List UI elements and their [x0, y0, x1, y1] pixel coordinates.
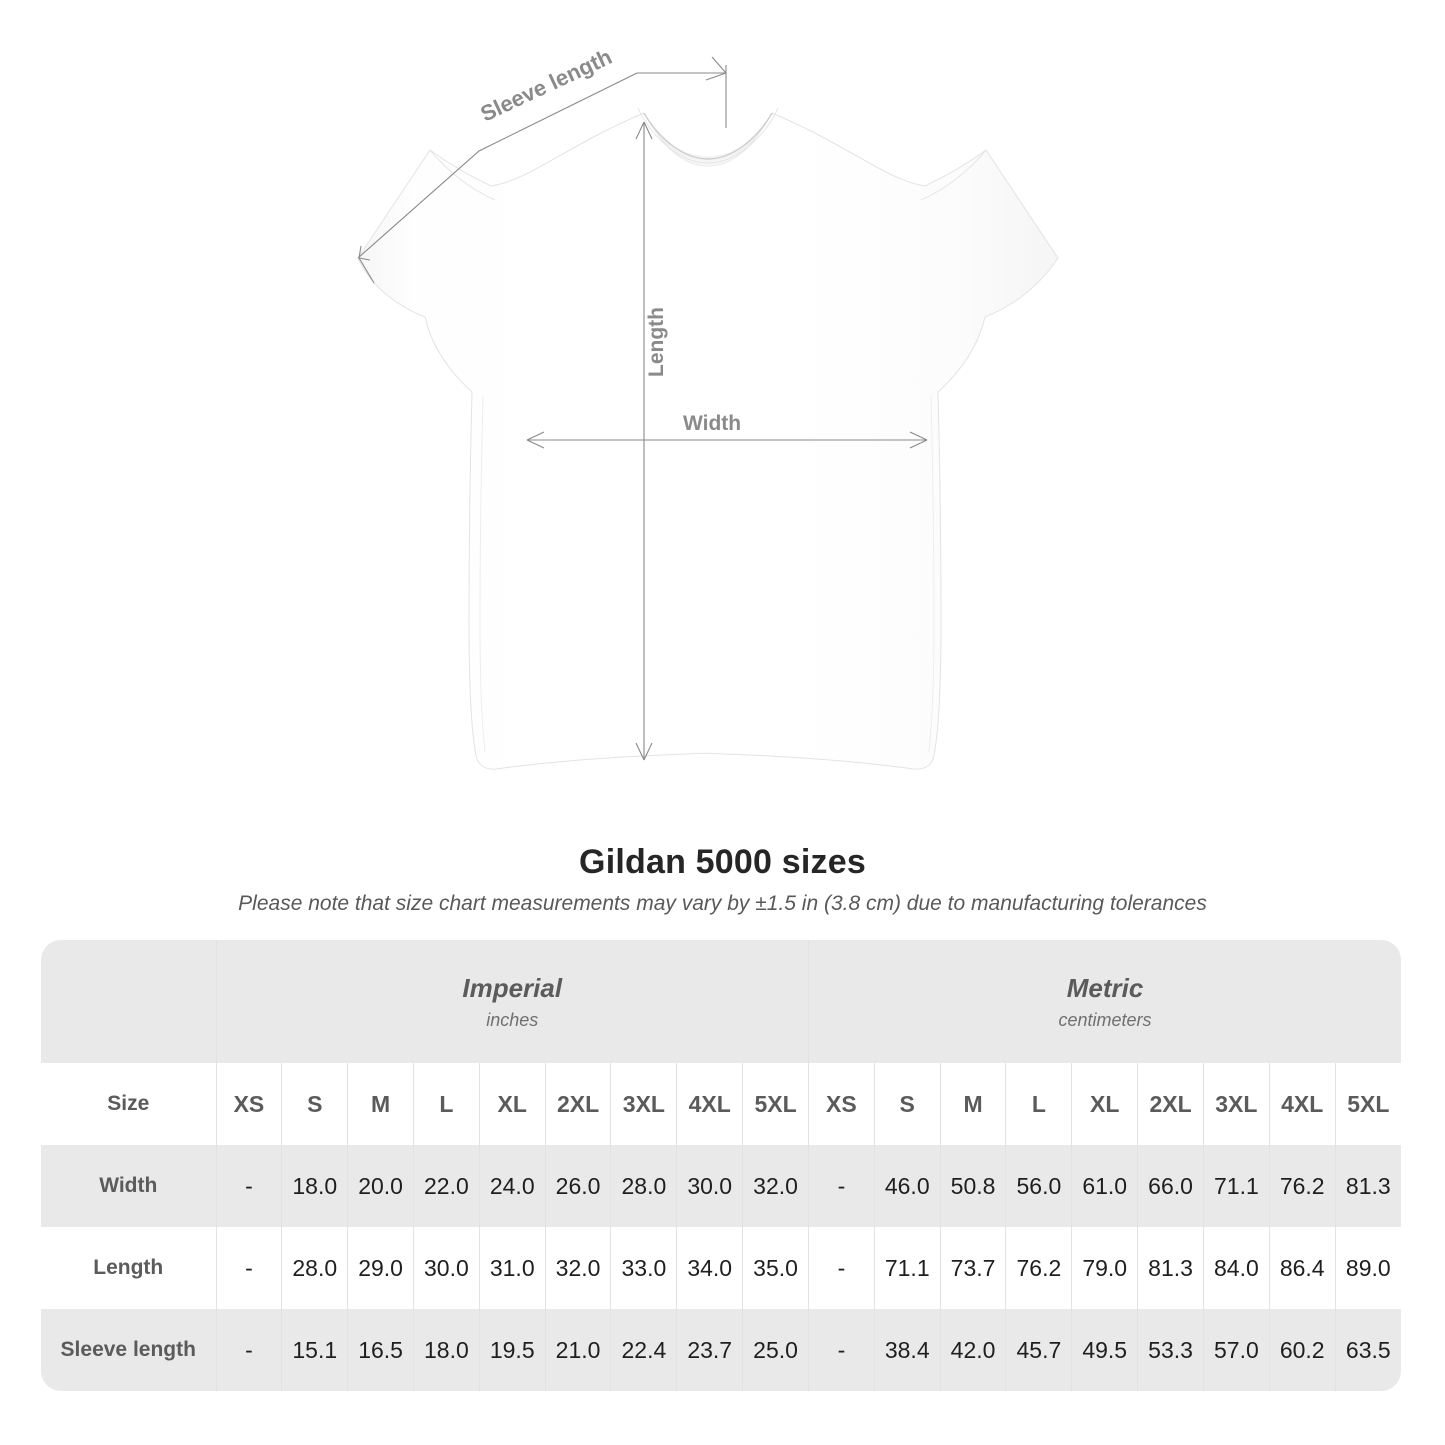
svg-text:Width: Width — [683, 412, 741, 435]
svg-text:Length: Length — [645, 307, 668, 377]
svg-text:Sleeve length: Sleeve length — [477, 44, 616, 127]
